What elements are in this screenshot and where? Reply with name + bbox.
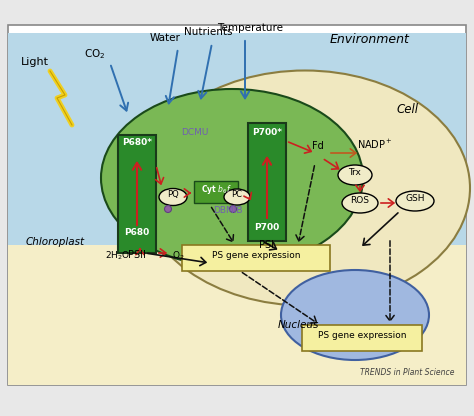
Text: NADP$^+$: NADP$^+$ [357, 138, 393, 151]
Text: P680*: P680* [122, 138, 152, 147]
Bar [194, 181, 238, 203]
Ellipse shape [338, 165, 372, 185]
Ellipse shape [224, 189, 250, 205]
Text: P700*: P700* [252, 128, 282, 137]
Text: Nucleus: Nucleus [277, 320, 319, 330]
Text: Cell: Cell [397, 103, 419, 116]
Text: DCMU: DCMU [182, 128, 209, 137]
Text: TRENDS in Plant Science: TRENDS in Plant Science [361, 368, 455, 377]
Text: Fd: Fd [312, 141, 324, 151]
Text: ROS: ROS [350, 196, 370, 205]
Ellipse shape [159, 188, 187, 206]
Text: PQ: PQ [167, 190, 179, 199]
Text: CO$_2$: CO$_2$ [84, 47, 106, 61]
Text: P700: P700 [255, 223, 280, 232]
Text: PSI: PSI [259, 240, 274, 250]
Text: Temperature: Temperature [217, 23, 283, 33]
Bar [182, 245, 330, 271]
Text: Nutrients: Nutrients [184, 27, 232, 37]
Text: Environment: Environment [330, 33, 410, 46]
Text: PC: PC [231, 190, 243, 199]
Text: Light: Light [21, 57, 49, 67]
Ellipse shape [164, 206, 172, 213]
Ellipse shape [396, 191, 434, 211]
Text: P680: P680 [124, 228, 150, 237]
Text: Chloroplast: Chloroplast [26, 237, 84, 247]
Bar [8, 245, 466, 385]
Text: DBMIB: DBMIB [213, 206, 243, 215]
Bar [118, 135, 156, 253]
Text: O$_2$: O$_2$ [172, 250, 184, 262]
Text: GSH: GSH [405, 194, 425, 203]
Bar [248, 123, 286, 241]
Text: PS gene expression: PS gene expression [212, 251, 300, 260]
Text: 2H$_2$O: 2H$_2$O [105, 250, 131, 262]
Bar [302, 325, 422, 351]
Ellipse shape [342, 193, 378, 213]
Bar [8, 33, 466, 245]
Text: PS gene expression: PS gene expression [318, 331, 406, 340]
Text: PSII: PSII [128, 250, 146, 260]
Text: Water: Water [150, 33, 181, 43]
Text: Trx: Trx [348, 168, 362, 177]
Ellipse shape [101, 89, 363, 267]
Ellipse shape [281, 270, 429, 360]
Ellipse shape [140, 70, 470, 305]
Ellipse shape [229, 206, 237, 213]
Text: Cyt $b_6f$: Cyt $b_6f$ [201, 183, 231, 196]
